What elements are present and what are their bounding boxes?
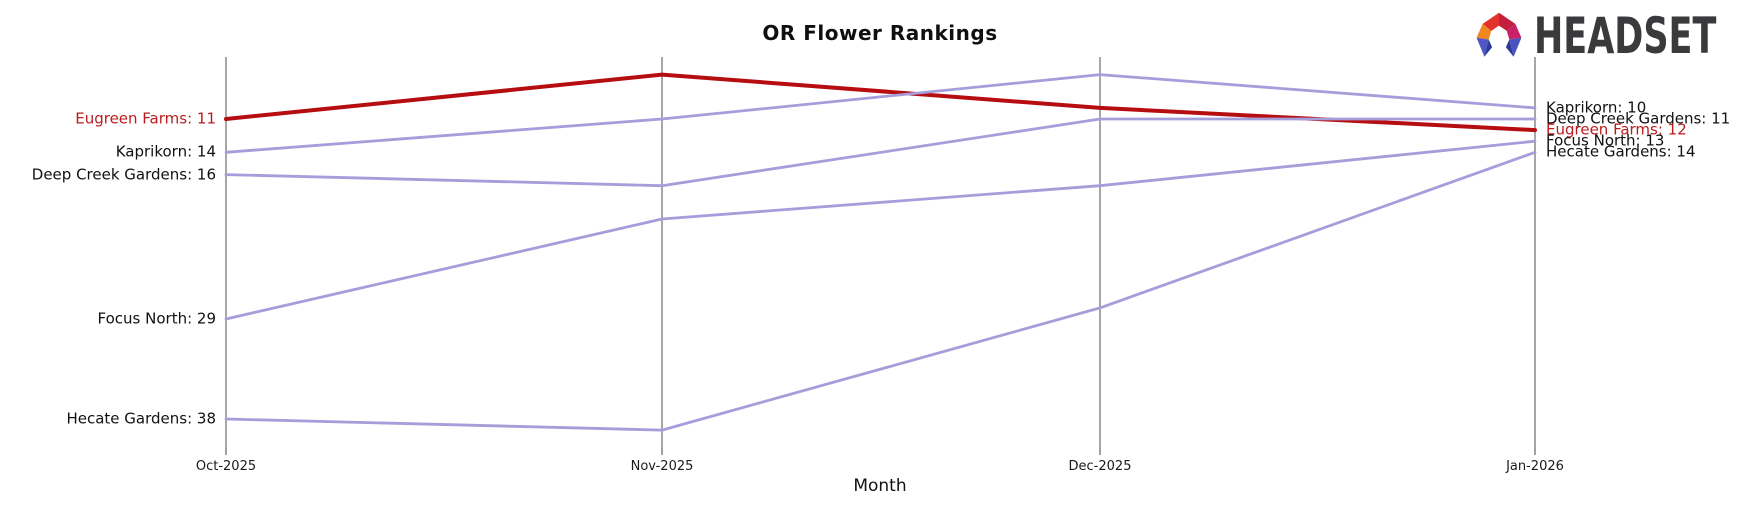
- series-start-label: Focus North: 29: [97, 309, 216, 328]
- x-tick-label: Jan-2026: [1506, 459, 1564, 474]
- chart-title: OR Flower Rankings: [762, 21, 998, 45]
- series-line-deep-creek-gardens: [224, 117, 1537, 188]
- series-line-kaprikorn: [224, 73, 1537, 154]
- series-end-label: Kaprikorn: 10: [1546, 98, 1647, 117]
- headset-logo-text: HEADSET: [1534, 7, 1717, 65]
- headset-prism-icon: [1476, 12, 1522, 57]
- series-end-label: Focus North: 13: [1546, 131, 1665, 150]
- series-end-label: Hecate Gardens: 14: [1546, 142, 1696, 161]
- series-line-eugreen-farms: [224, 72, 1537, 133]
- series-line-focus-north: [224, 139, 1537, 321]
- x-tick-label: Nov-2025: [630, 459, 694, 474]
- series-start-label: Hecate Gardens: 38: [66, 409, 216, 428]
- series-line-hecate-gardens: [224, 150, 1537, 432]
- headset-logo: HEADSET: [1473, 10, 1760, 62]
- series-end-label: Deep Creek Gardens: 11: [1546, 109, 1731, 128]
- series-end-label: Eugreen Farms: 12: [1546, 120, 1687, 139]
- series-start-label: Eugreen Farms: 11: [75, 109, 216, 128]
- x-tick-label: Oct-2025: [195, 459, 257, 474]
- series-start-label: Kaprikorn: 14: [115, 142, 216, 161]
- x-tick-label: Dec-2025: [1068, 459, 1132, 474]
- series-start-label: Deep Creek Gardens: 16: [31, 165, 216, 184]
- x-axis-title: Month: [853, 476, 907, 496]
